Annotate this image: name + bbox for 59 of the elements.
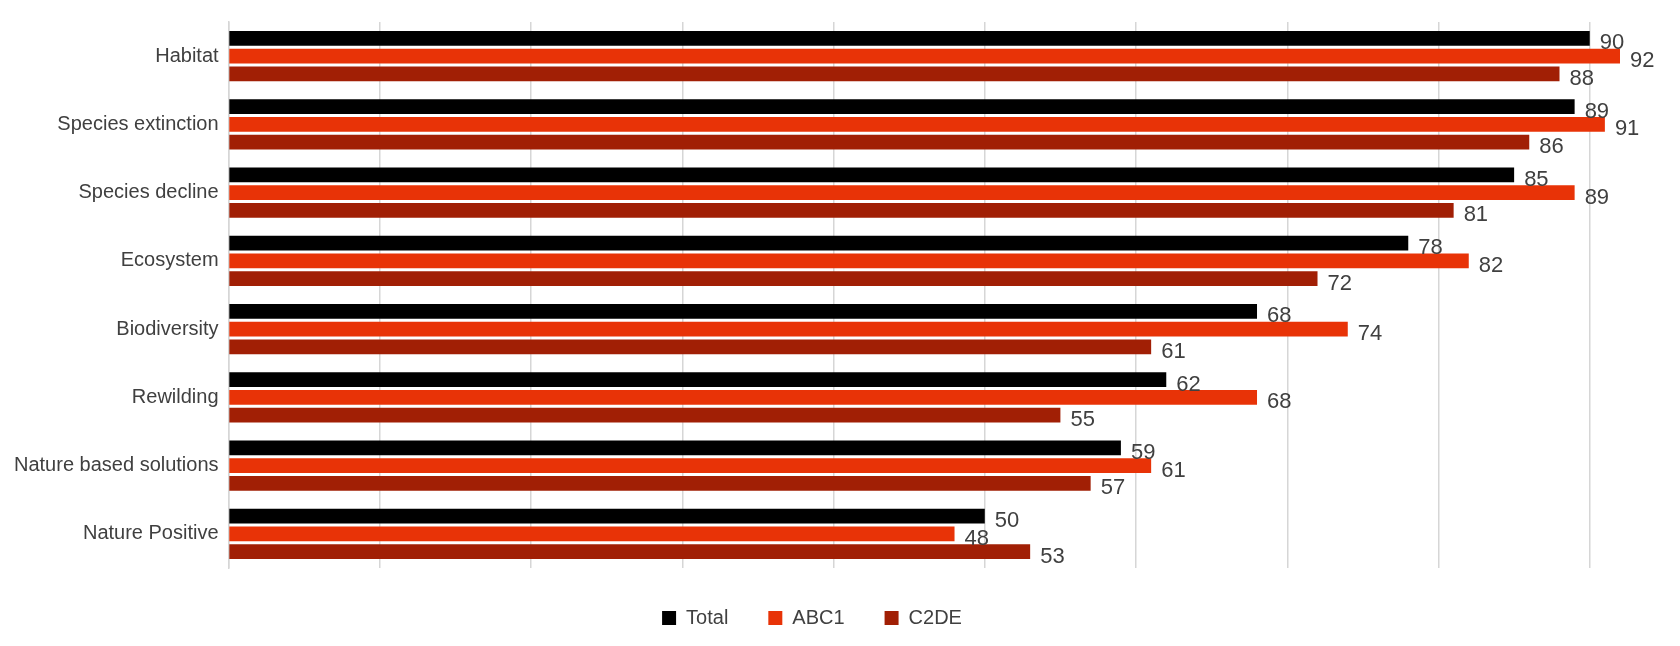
data-label: 74 — [1357, 320, 1383, 346]
bar — [229, 48, 1620, 64]
bar — [229, 235, 1409, 251]
bar — [229, 304, 1258, 319]
y-tick-label: Biodiversity — [116, 316, 219, 339]
data-label: 55 — [1070, 406, 1095, 432]
data-label: 68 — [1267, 388, 1292, 414]
bar — [229, 203, 1454, 218]
bar — [229, 321, 1348, 337]
bar — [229, 134, 1530, 150]
legend-label: C2DE — [908, 605, 962, 628]
y-tick-label: Species extinction — [57, 111, 219, 134]
data-label: 50 — [994, 507, 1020, 533]
bar — [229, 117, 1605, 132]
data-label: 61 — [1161, 456, 1186, 482]
legend-label: ABC1 — [792, 605, 845, 628]
bar — [229, 31, 1590, 46]
y-tick-label: Ecosystem — [120, 248, 219, 271]
data-label: 61 — [1161, 337, 1186, 363]
bar — [229, 167, 1515, 183]
data-label: 88 — [1569, 64, 1594, 90]
bar — [229, 66, 1560, 82]
data-label: 92 — [1630, 47, 1655, 73]
legend-label: Total — [686, 605, 729, 628]
data-label: 89 — [1584, 97, 1610, 123]
bar — [229, 185, 1575, 200]
y-tick-label: Nature based solutions — [13, 453, 219, 476]
data-label: 48 — [964, 524, 990, 550]
y-tick-label: Habitat — [155, 43, 220, 66]
bar — [229, 372, 1167, 387]
data-label: 53 — [1040, 542, 1065, 568]
data-label: 91 — [1614, 115, 1640, 141]
bar — [229, 458, 1152, 473]
y-tick-label: Rewilding — [131, 384, 219, 407]
bar — [229, 253, 1469, 269]
bar — [229, 271, 1318, 286]
bar — [229, 407, 1061, 423]
bar — [229, 99, 1575, 114]
data-label: 72 — [1327, 269, 1352, 295]
bar — [229, 339, 1152, 355]
bar — [229, 476, 1091, 491]
data-label: 85 — [1524, 165, 1549, 191]
y-tick-label: Nature Positive — [82, 521, 219, 544]
data-label: 78 — [1418, 234, 1443, 260]
bar — [229, 390, 1258, 405]
data-label: 89 — [1584, 183, 1610, 209]
bar — [229, 526, 955, 542]
data-label: 90 — [1599, 29, 1625, 55]
y-tick-label: Species decline — [78, 180, 219, 203]
bar — [229, 508, 985, 524]
data-label: 81 — [1463, 201, 1489, 227]
data-label: 62 — [1176, 370, 1201, 396]
data-label: 86 — [1539, 133, 1564, 159]
data-label: 82 — [1478, 251, 1504, 277]
bar — [229, 440, 1121, 456]
data-label: 59 — [1130, 438, 1156, 464]
bar — [229, 544, 1031, 559]
data-label: 57 — [1100, 474, 1126, 500]
data-label: 68 — [1267, 302, 1292, 328]
